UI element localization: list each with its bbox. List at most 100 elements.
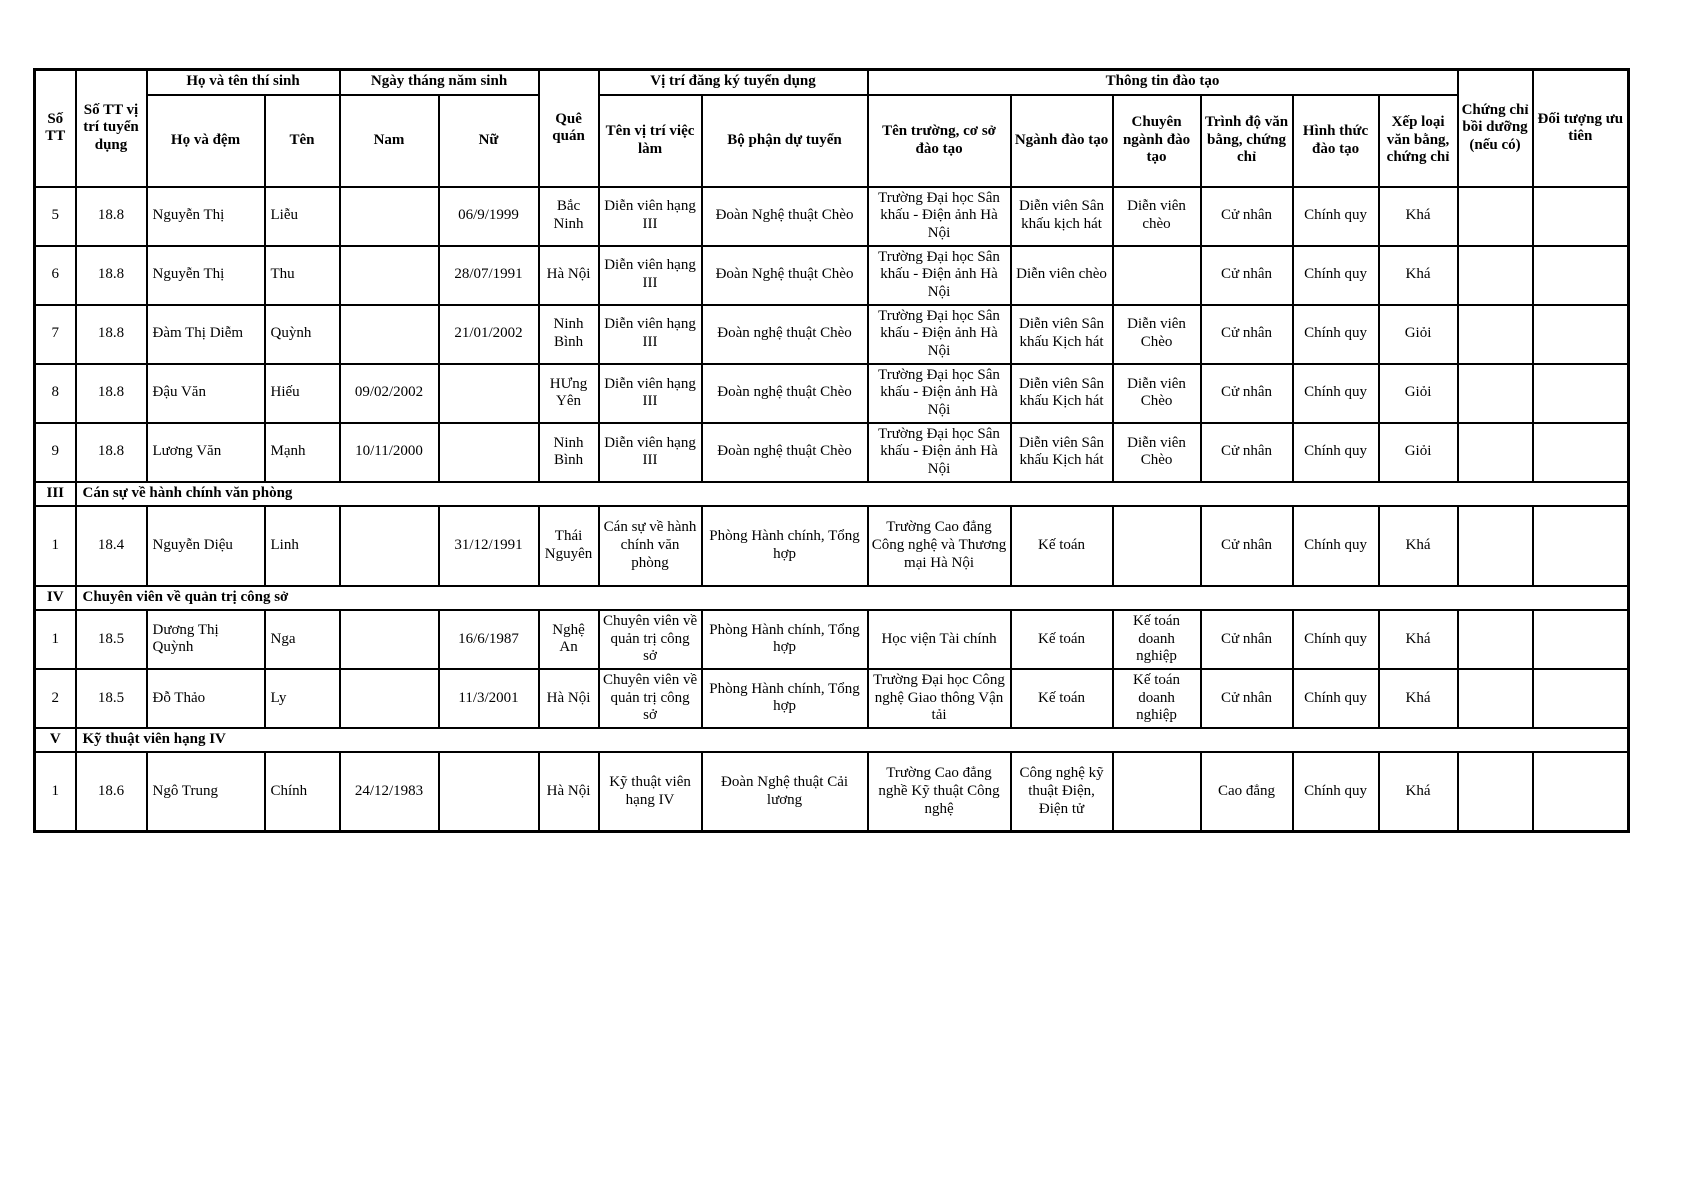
section-numeral: IV [33,584,77,611]
cell-hinh-thuc: Chính quy [1291,244,1380,306]
cell-chuyen-nganh [1111,244,1202,306]
cell-so-tt-vi-tri: 18.8 [74,303,148,365]
cell-ho-va-dem: Đỗ Thảo [145,667,266,729]
cell-xep-loai: Khá [1377,667,1459,729]
table-body: 5 18.8 Nguyễn Thị Liễu 06/9/1999 Bắc Ninh Diễn… [33,185,1630,833]
cell-chung-chi-boi-duong [1456,667,1534,729]
cell-nam [338,303,440,365]
cell-bo-phan: Đoàn nghệ thuật Chèo [700,362,869,424]
cell-so-tt-vi-tri: 18.8 [74,421,148,483]
cell-ten-truong: Trường Đại học Sân khấu - Điện ảnh Hà Nộ… [866,421,1012,483]
section-row: III Cán sự về hành chính văn phòng [33,480,1630,507]
cell-chung-chi-boi-duong [1456,244,1534,306]
table-row: 5 18.8 Nguyễn Thị Liễu 06/9/1999 Bắc Ninh Diễn… [33,185,1630,247]
cell-so-tt: 6 [33,244,77,306]
header-chuyen-nganh: Chuyên ngành đào tạo [1111,93,1202,188]
cell-nganh-dao-tao: Diễn viên chèo [1009,244,1114,306]
cell-nu: 11/3/2001 [437,667,540,729]
header-bo-phan: Bộ phận dự tuyển [700,93,869,188]
cell-chung-chi-boi-duong [1456,421,1534,483]
cell-so-tt-vi-tri: 18.8 [74,185,148,247]
cell-trinh-do: Cử nhân [1199,244,1294,306]
cell-chung-chi-boi-duong [1456,185,1534,247]
header-chung-chi-boi-duong: Chứng chỉ bồi dưỡng (nếu có) [1456,68,1534,188]
cell-doi-tuong-uu-tien [1531,667,1630,729]
header-group-ho-ten: Họ và tên thí sinh [145,68,341,96]
cell-trinh-do: Cử nhân [1199,504,1294,587]
cell-so-tt: 1 [33,504,77,587]
header-so-tt: Số TT [33,68,77,188]
cell-so-tt-vi-tri: 18.8 [74,244,148,306]
cell-ten-truong: Trường Đại học Sân khấu - Điện ảnh Hà Nộ… [866,362,1012,424]
cell-nu: 31/12/1991 [437,504,540,587]
cell-hinh-thuc: Chính quy [1291,362,1380,424]
table-header: Số TT Số TT vị trí tuyển dụng Họ và tên … [33,68,1630,188]
cell-nganh-dao-tao: Diễn viên Sân khấu Kịch hát [1009,362,1114,424]
cell-chung-chi-boi-duong [1456,303,1534,365]
cell-bo-phan: Đoàn nghệ thuật Chèo [700,421,869,483]
cell-ten: Quỳnh [263,303,341,365]
cell-ten-truong: Trường Cao đẳng nghề Kỹ thuật Công nghệ [866,750,1012,833]
header-ten-vi-tri: Tên vị trí việc làm [597,93,703,188]
cell-ten: Thu [263,244,341,306]
cell-que-quan: Hà Nội [537,667,600,729]
cell-hinh-thuc: Chính quy [1291,421,1380,483]
cell-bo-phan: Phòng Hành chính, Tổng hợp [700,608,869,670]
cell-nam [338,608,440,670]
cell-nganh-dao-tao: Công nghệ kỹ thuật Điện, Điện tử [1009,750,1114,833]
cell-nu: 06/9/1999 [437,185,540,247]
cell-ten: Nga [263,608,341,670]
cell-bo-phan: Đoàn Nghệ thuật Chèo [700,185,869,247]
recruitment-candidates-table: Số TT Số TT vị trí tuyển dụng Họ và tên … [33,68,1631,834]
cell-ho-va-dem: Dương Thị Quỳnh [145,608,266,670]
cell-xep-loai: Giỏi [1377,362,1459,424]
section-numeral: III [33,480,77,507]
cell-trinh-do: Cử nhân [1199,362,1294,424]
cell-nu [437,362,540,424]
cell-nam [338,244,440,306]
table-row: 1 18.6 Ngô Trung Chính 24/12/1983 Hà Nội Kỹ th… [33,750,1630,833]
cell-ho-va-dem: Đàm Thị Diễm [145,303,266,365]
cell-trinh-do: Cử nhân [1199,185,1294,247]
cell-nganh-dao-tao: Diễn viên Sân khấu Kịch hát [1009,303,1114,365]
cell-nganh-dao-tao: Kế toán [1009,504,1114,587]
cell-xep-loai: Khá [1377,608,1459,670]
cell-chuyen-nganh: Diễn viên Chèo [1111,421,1202,483]
cell-ho-va-dem: Nguyễn Thị [145,185,266,247]
header-que-quan: Quê quán [537,68,600,188]
cell-que-quan: Hà Nội [537,750,600,833]
cell-que-quan: Nghệ An [537,608,600,670]
cell-chung-chi-boi-duong [1456,504,1534,587]
cell-nu [437,750,540,833]
cell-nam: 24/12/1983 [338,750,440,833]
cell-ten: Ly [263,667,341,729]
cell-ten: Linh [263,504,341,587]
header-nu: Nữ [437,93,540,188]
table-row: 8 18.8 Đậu Văn Hiếu 09/02/2002 HƯng Yên Diễn v… [33,362,1630,424]
cell-so-tt: 5 [33,185,77,247]
cell-doi-tuong-uu-tien [1531,244,1630,306]
cell-doi-tuong-uu-tien [1531,303,1630,365]
cell-ten: Liễu [263,185,341,247]
document-sheet: Số TT Số TT vị trí tuyển dụng Họ và tên … [33,68,1631,834]
cell-ten-vi-tri: Chuyên viên về quản trị công sở [597,608,703,670]
section-label: Chuyên viên về quản trị công sở [74,584,1630,611]
cell-so-tt-vi-tri: 18.8 [74,362,148,424]
cell-hinh-thuc: Chính quy [1291,185,1380,247]
cell-que-quan: Ninh Bình [537,303,600,365]
cell-bo-phan: Phòng Hành chính, Tổng hợp [700,504,869,587]
cell-xep-loai: Giỏi [1377,303,1459,365]
cell-doi-tuong-uu-tien [1531,504,1630,587]
cell-ten-vi-tri: Diễn viên hạng III [597,303,703,365]
cell-ho-va-dem: Đậu Văn [145,362,266,424]
cell-nam [338,504,440,587]
cell-bo-phan: Đoàn Nghệ thuật Chèo [700,244,869,306]
cell-nu: 28/07/1991 [437,244,540,306]
cell-trinh-do: Cử nhân [1199,608,1294,670]
table-row: 6 18.8 Nguyễn Thị Thu 28/07/1991 Hà Nội Diễn v… [33,244,1630,306]
section-label: Kỹ thuật viên hạng IV [74,726,1630,753]
cell-xep-loai: Khá [1377,750,1459,833]
cell-ten: Hiếu [263,362,341,424]
cell-ten-vi-tri: Diễn viên hạng III [597,244,703,306]
cell-so-tt-vi-tri: 18.6 [74,750,148,833]
